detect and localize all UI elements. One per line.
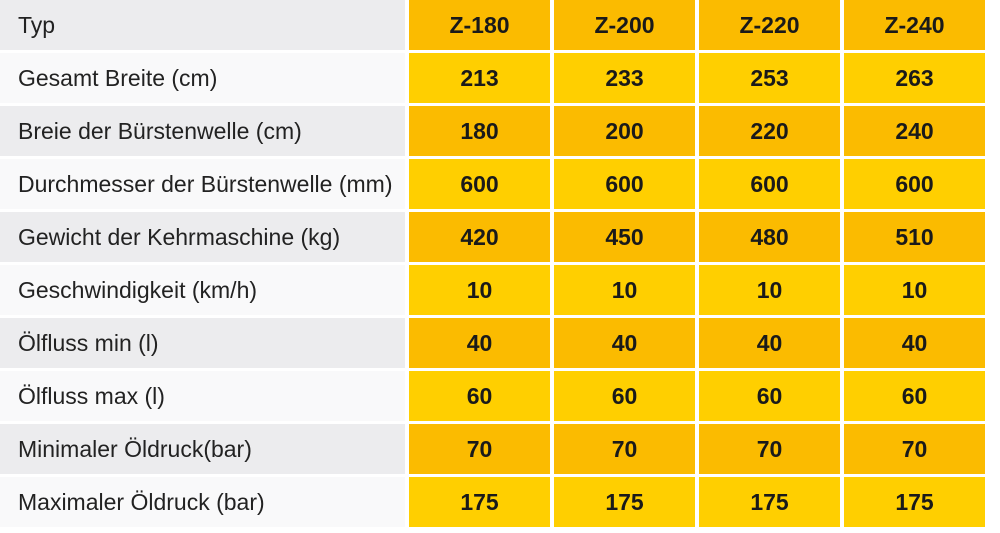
table-cell: 600 [409, 159, 550, 209]
table-cell: 175 [409, 477, 550, 527]
row-label: Gewicht der Kehrmaschine (kg) [0, 212, 405, 262]
table-cell: 600 [699, 159, 840, 209]
table-cell: 70 [844, 424, 985, 474]
table-cell: 233 [554, 53, 695, 103]
table-cell: 420 [409, 212, 550, 262]
table-cell: 510 [844, 212, 985, 262]
table-row: Maximaler Öldruck (bar) 175 175 175 175 [0, 477, 1000, 527]
table-cell: 600 [844, 159, 985, 209]
row-label: Maximaler Öldruck (bar) [0, 477, 405, 527]
header-label: Typ [0, 0, 405, 50]
table-cell: 40 [409, 318, 550, 368]
table-cell: 200 [554, 106, 695, 156]
table-cell: 40 [699, 318, 840, 368]
table-cell: 70 [409, 424, 550, 474]
header-model-z240: Z-240 [844, 0, 985, 50]
table-cell: 70 [699, 424, 840, 474]
table-cell: 60 [554, 371, 695, 421]
row-label: Ölfluss min (l) [0, 318, 405, 368]
table-cell: 180 [409, 106, 550, 156]
table-cell: 263 [844, 53, 985, 103]
table-cell: 40 [844, 318, 985, 368]
table-header-row: Typ Z-180 Z-200 Z-220 Z-240 [0, 0, 1000, 50]
table-cell: 480 [699, 212, 840, 262]
table-cell: 10 [844, 265, 985, 315]
table-cell: 10 [699, 265, 840, 315]
row-label: Ölfluss max (l) [0, 371, 405, 421]
row-label: Breie der Bürstenwelle (cm) [0, 106, 405, 156]
table-cell: 175 [844, 477, 985, 527]
row-label: Durchmesser der Bürstenwelle (mm) [0, 159, 405, 209]
header-model-z200: Z-200 [554, 0, 695, 50]
table-cell: 70 [554, 424, 695, 474]
table-cell: 220 [699, 106, 840, 156]
row-label: Gesamt Breite (cm) [0, 53, 405, 103]
table-row: Gewicht der Kehrmaschine (kg) 420 450 48… [0, 212, 1000, 262]
table-cell: 175 [554, 477, 695, 527]
table-row: Ölfluss max (l) 60 60 60 60 [0, 371, 1000, 421]
row-label: Minimaler Öldruck(bar) [0, 424, 405, 474]
header-model-z220: Z-220 [699, 0, 840, 50]
table-row: Gesamt Breite (cm) 213 233 253 263 [0, 53, 1000, 103]
table-cell: 213 [409, 53, 550, 103]
table-row: Breie der Bürstenwelle (cm) 180 200 220 … [0, 106, 1000, 156]
table-row: Geschwindigkeit (km/h) 10 10 10 10 [0, 265, 1000, 315]
table-cell: 60 [699, 371, 840, 421]
table-row: Minimaler Öldruck(bar) 70 70 70 70 [0, 424, 1000, 474]
table-cell: 450 [554, 212, 695, 262]
table-cell: 600 [554, 159, 695, 209]
table-cell: 10 [554, 265, 695, 315]
table-cell: 175 [699, 477, 840, 527]
table-row: Ölfluss min (l) 40 40 40 40 [0, 318, 1000, 368]
row-label: Geschwindigkeit (km/h) [0, 265, 405, 315]
table-cell: 40 [554, 318, 695, 368]
table-cell: 60 [844, 371, 985, 421]
header-model-z180: Z-180 [409, 0, 550, 50]
table-cell: 240 [844, 106, 985, 156]
table-cell: 10 [409, 265, 550, 315]
table-row: Durchmesser der Bürstenwelle (mm) 600 60… [0, 159, 1000, 209]
table-cell: 253 [699, 53, 840, 103]
table-cell: 60 [409, 371, 550, 421]
